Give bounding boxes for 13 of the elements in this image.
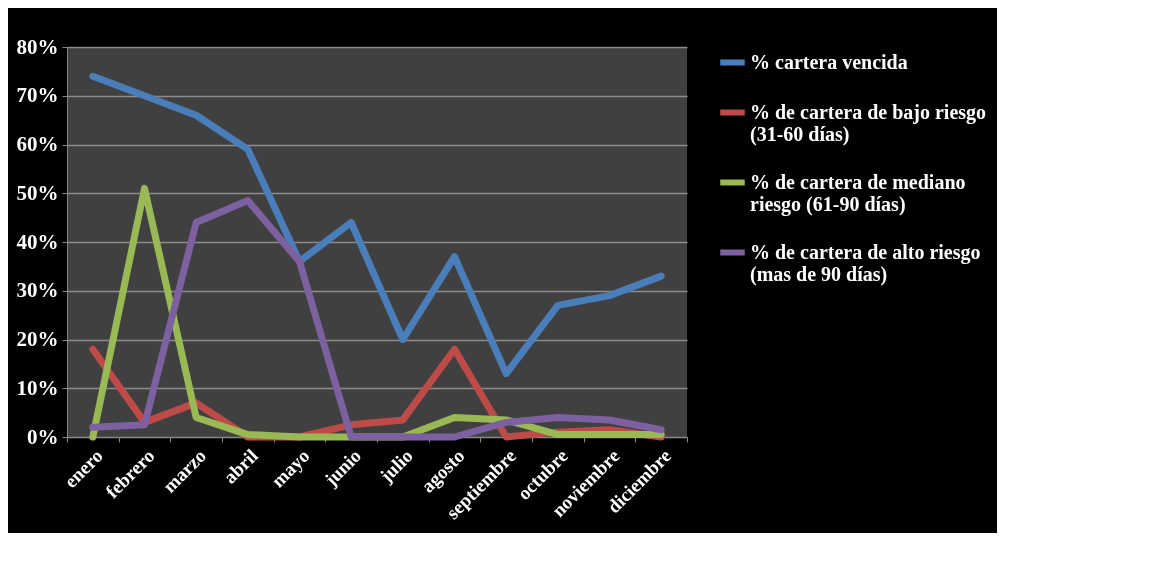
- legend-label: % de cartera de bajo riesgo (31-60 días): [750, 100, 987, 146]
- y-tick-label: 0%: [27, 424, 59, 449]
- y-tick-label: 50%: [16, 180, 59, 205]
- y-tick-label: 60%: [16, 132, 59, 156]
- y-tick-label: 70%: [16, 83, 59, 108]
- y-tick-label: 80%: [16, 34, 59, 59]
- legend-label: % de cartera de alto riesgo (mas de 90 días): [750, 240, 981, 286]
- legend-label: % de cartera de mediano riesgo (61-90 días): [750, 170, 966, 216]
- legend-label: % cartera vencida: [750, 50, 908, 73]
- y-tick-label: 30%: [16, 278, 59, 303]
- y-tick-label: 10%: [16, 375, 59, 400]
- y-tick-label: 20%: [16, 327, 59, 351]
- y-tick-label: 40%: [16, 229, 59, 254]
